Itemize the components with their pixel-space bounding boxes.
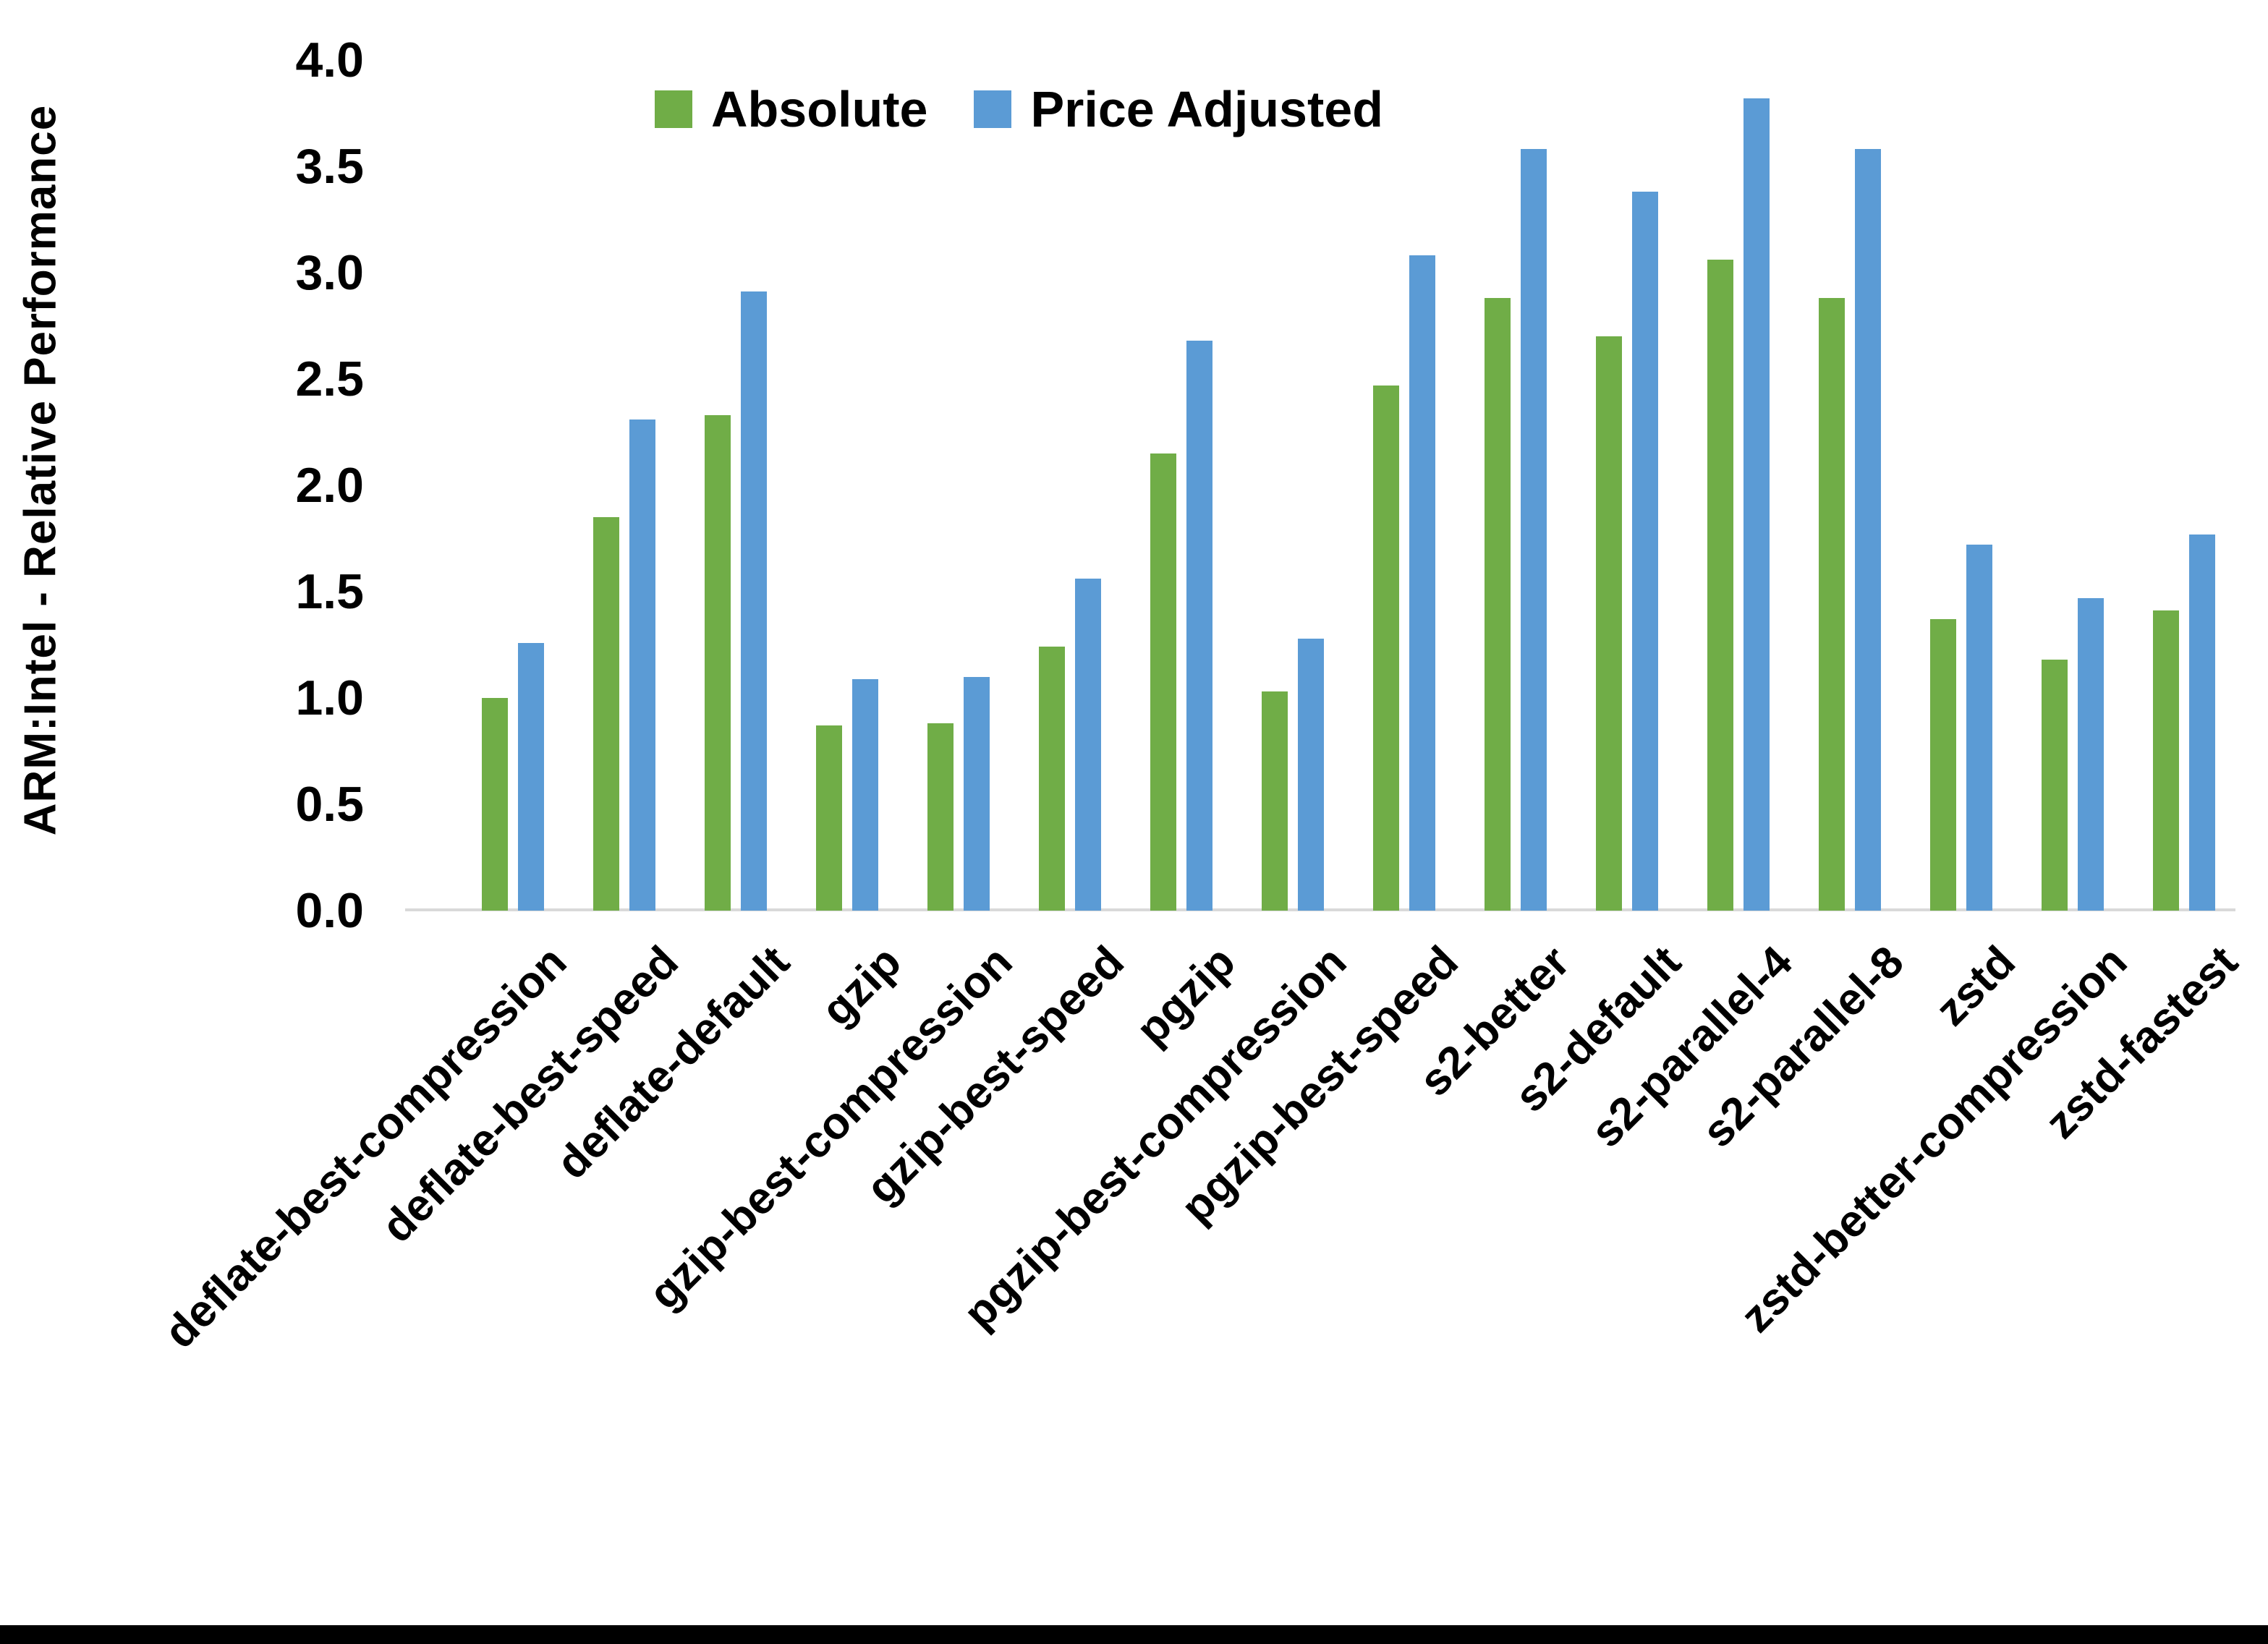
bar-price-adjusted-gzip [852, 679, 878, 911]
bottom-border-bar [0, 1625, 2268, 1644]
y-tick-label-3.0: 3.0 [295, 245, 364, 300]
bar-price-adjusted-s2-better [1521, 149, 1547, 911]
bar-absolute-zstd-fastest [2153, 610, 2179, 911]
legend: Absolute Price Adjusted [655, 84, 1383, 135]
bar-price-adjusted-deflate-best-compression [518, 643, 544, 911]
bar-price-adjusted-s2-default [1632, 192, 1658, 911]
bar-absolute-zstd-better-compression [2042, 660, 2068, 911]
bar-absolute-gzip-best-compression [927, 723, 954, 911]
y-tick-label-0.0: 0.0 [295, 883, 364, 938]
x-axis-label-zstd: zstd [1926, 937, 2025, 1036]
bar-absolute-deflate-default [705, 415, 731, 911]
bar-absolute-deflate-best-speed [593, 517, 619, 911]
bar-absolute-deflate-best-compression [482, 698, 508, 911]
legend-item-price-adjusted: Price Adjusted [974, 84, 1383, 135]
bar-price-adjusted-s2-parallel-8 [1855, 149, 1881, 911]
bar-price-adjusted-pgzip [1186, 341, 1212, 911]
bar-price-adjusted-pgzip-best-compression [1298, 639, 1324, 911]
bar-price-adjusted-zstd-better-compression [2078, 598, 2104, 911]
bar-price-adjusted-deflate-best-speed [629, 419, 655, 911]
bar-absolute-s2-better [1485, 298, 1511, 911]
y-tick-label-2.5: 2.5 [295, 352, 364, 406]
bar-price-adjusted-zstd-fastest [2189, 534, 2215, 911]
legend-label-price-adjusted: Price Adjusted [1030, 81, 1383, 137]
x-axis-label-gzip: gzip [812, 937, 911, 1036]
bar-absolute-gzip [816, 725, 842, 911]
bar-price-adjusted-pgzip-best-speed [1409, 255, 1435, 911]
y-tick-label-1.0: 1.0 [295, 670, 364, 725]
bar-price-adjusted-s2-parallel-4 [1744, 98, 1770, 911]
bar-price-adjusted-zstd [1966, 545, 1992, 911]
y-tick-label-1.5: 1.5 [295, 564, 364, 619]
x-axis-label-deflate-best-compression: deflate-best-compression [155, 937, 577, 1358]
bar-absolute-pgzip [1150, 453, 1176, 911]
x-axis-label-s2-parallel-8: s2-parallel-8 [1693, 937, 1914, 1157]
bar-absolute-s2-default [1596, 336, 1622, 911]
bar-price-adjusted-gzip-best-speed [1075, 579, 1101, 911]
bar-price-adjusted-gzip-best-compression [964, 677, 990, 911]
bar-absolute-gzip-best-speed [1039, 647, 1065, 911]
bar-absolute-pgzip-best-compression [1262, 691, 1288, 911]
bar-price-adjusted-deflate-default [741, 291, 767, 911]
bar-absolute-zstd [1930, 619, 1956, 911]
y-tick-label-2.0: 2.0 [295, 458, 364, 513]
legend-label-absolute: Absolute [711, 81, 928, 137]
legend-swatch-absolute [655, 90, 692, 128]
y-tick-label-3.5: 3.5 [295, 139, 364, 194]
bar-absolute-s2-parallel-8 [1819, 298, 1845, 911]
bar-absolute-pgzip-best-speed [1373, 386, 1399, 911]
y-tick-label-4.0: 4.0 [295, 33, 364, 88]
legend-swatch-price-adjusted [974, 90, 1012, 128]
legend-item-absolute: Absolute [655, 84, 927, 135]
y-axis-title: ARM:Intel - Relative Performance [15, 104, 66, 836]
bar-absolute-s2-parallel-4 [1707, 260, 1733, 911]
y-tick-label-0.5: 0.5 [295, 777, 364, 832]
